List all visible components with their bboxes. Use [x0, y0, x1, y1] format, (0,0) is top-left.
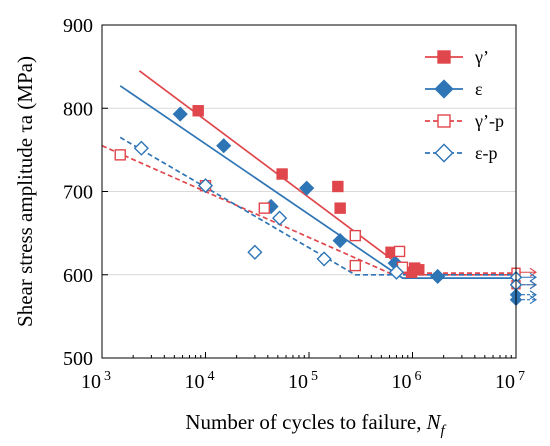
x-axis-title: Number of cycles to failure, Nf — [185, 410, 446, 439]
x-tick-label: 10 4 — [185, 369, 215, 393]
gamma-prime-point-marker — [276, 168, 288, 180]
x-tick-base: 10 — [392, 371, 412, 393]
x-axis-title-text: Number of cycles to failure, — [185, 410, 421, 434]
gamma-prime-fit-line — [138, 70, 516, 276]
y-axis-title: Shear stress amplitude τa (MPa) — [13, 56, 37, 327]
legend-epsilon-p-marker — [434, 143, 454, 163]
epsilon-p-point-marker — [197, 178, 214, 194]
epsilon-fit-line — [119, 85, 516, 279]
y-tick-label: 800 — [63, 98, 93, 120]
epsilon-point-marker — [216, 138, 232, 154]
epsilon-point-marker — [430, 268, 446, 285]
y-tick-label: 500 — [63, 348, 93, 370]
legend-gamma-prime-p-label: γ’-p — [474, 111, 504, 131]
legend-epsilon-marker — [434, 79, 454, 99]
gamma-prime-point-marker — [413, 264, 425, 276]
gamma-prime-point-marker — [192, 105, 204, 117]
epsilon-p-point-marker — [316, 251, 332, 267]
x-axis-title-symbol: N — [425, 410, 441, 434]
epsilon-p-point-marker — [388, 264, 405, 280]
epsilon-p-point-marker — [133, 140, 149, 156]
gamma-prime-point-marker — [334, 202, 346, 214]
x-tick-base: 10 — [81, 371, 101, 393]
x-tick-exponent: 6 — [415, 369, 422, 384]
epsilon-p-point-marker — [272, 210, 288, 226]
y-tick-label: 600 — [63, 265, 93, 287]
legend-gamma-prime-label: γ’ — [474, 47, 489, 67]
y-tick-label: 900 — [63, 15, 93, 37]
epsilon-p-runout-arrowhead — [529, 272, 537, 282]
x-tick-exponent: 3 — [104, 369, 111, 384]
data-points — [114, 105, 523, 306]
legend-epsilon-p-label: ε-p — [475, 143, 498, 163]
epsilon-point-marker — [299, 180, 315, 196]
y-tick-label: 700 — [63, 182, 93, 204]
legend-gamma-prime-p-marker — [437, 114, 451, 128]
x-tick-label: 10 6 — [392, 369, 422, 393]
x-tick-exponent: 5 — [311, 369, 318, 384]
fit-lines — [101, 70, 516, 279]
gamma-prime-p-point-marker — [114, 149, 126, 161]
legend: γ’ ε γ’-p ε-p — [425, 47, 504, 163]
x-tick-base: 10 — [185, 371, 205, 393]
gamma-prime-p-point-marker — [349, 229, 361, 242]
x-tick-base: 10 — [288, 371, 308, 393]
gamma-prime-point-marker — [332, 180, 344, 193]
epsilon-p-fit-line — [119, 136, 516, 276]
epsilon-point-marker — [172, 106, 188, 122]
epsilon-runout-arrowhead — [529, 295, 537, 305]
x-tick-exponent: 4 — [208, 369, 215, 384]
x-tick-exponent: 7 — [518, 369, 525, 384]
x-axis-title-subscript: f — [441, 423, 447, 439]
legend-epsilon-label: ε — [475, 79, 483, 99]
x-tick-label: 10 3 — [81, 369, 111, 393]
epsilon-point-marker — [332, 233, 348, 249]
gamma-prime-p-point-marker — [349, 259, 361, 272]
x-tick-label: 10 5 — [288, 369, 318, 393]
x-tick-base: 10 — [495, 371, 515, 393]
x-tick-label: 10 7 — [495, 369, 525, 393]
gamma-prime-p-point-marker — [258, 202, 271, 214]
legend-gamma-prime-marker — [437, 50, 451, 64]
epsilon-p-point-marker — [247, 244, 263, 260]
gamma-prime-p-fit-line — [101, 144, 516, 274]
gamma-prime-p-point-marker — [393, 245, 406, 258]
epsilon-p-runout-arrowhead — [529, 280, 537, 290]
